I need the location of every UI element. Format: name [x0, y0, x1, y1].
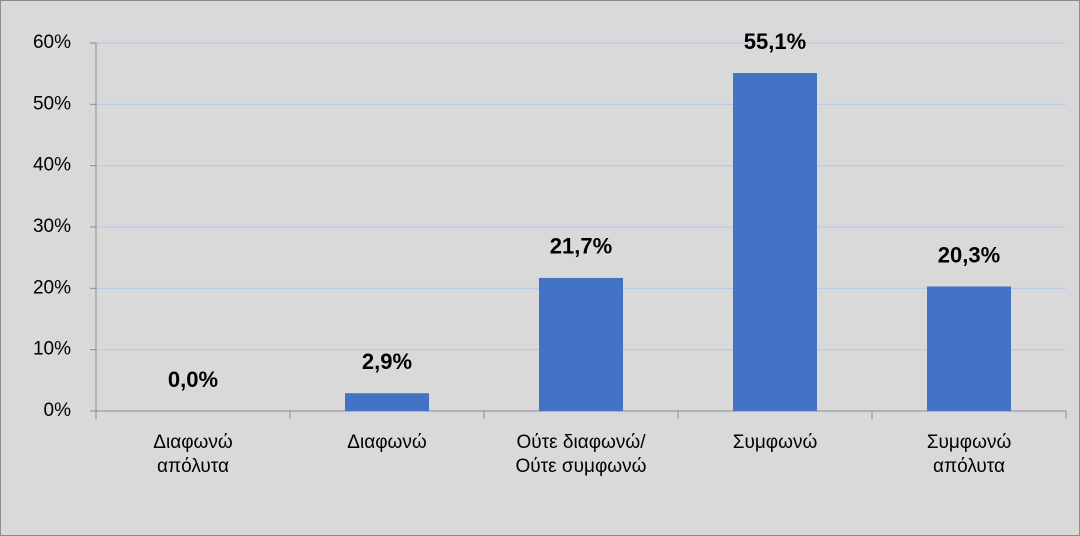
y-tick-label: 20%: [33, 277, 71, 298]
x-tick-label: Διαφωνώ απόλυτα: [153, 432, 233, 477]
y-tick-label: 10%: [33, 339, 71, 360]
bar: [539, 277, 623, 411]
y-tick-label: 0%: [44, 400, 72, 421]
y-tick-label: 60%: [33, 32, 71, 53]
x-tick-label: Συμφωνώ απόλυτα: [926, 432, 1012, 477]
x-tick-label: Ούτε διαφωνώ/Ούτε συμφωνώ: [515, 432, 647, 477]
bar: [733, 73, 817, 411]
data-label: 21,7%: [550, 234, 612, 259]
x-tick-label: Διαφωνώ: [347, 432, 427, 453]
data-label: 20,3%: [938, 242, 1000, 267]
y-tick-label: 30%: [33, 216, 71, 237]
data-label: 2,9%: [362, 349, 412, 374]
y-tick-label: 40%: [33, 155, 71, 176]
y-tick-label: 50%: [33, 93, 71, 114]
data-label: 0,0%: [168, 367, 218, 392]
x-tick-label: Συμφωνώ: [732, 432, 818, 453]
bar: [345, 393, 429, 411]
bar: [927, 286, 1011, 411]
data-label: 55,1%: [744, 29, 806, 54]
